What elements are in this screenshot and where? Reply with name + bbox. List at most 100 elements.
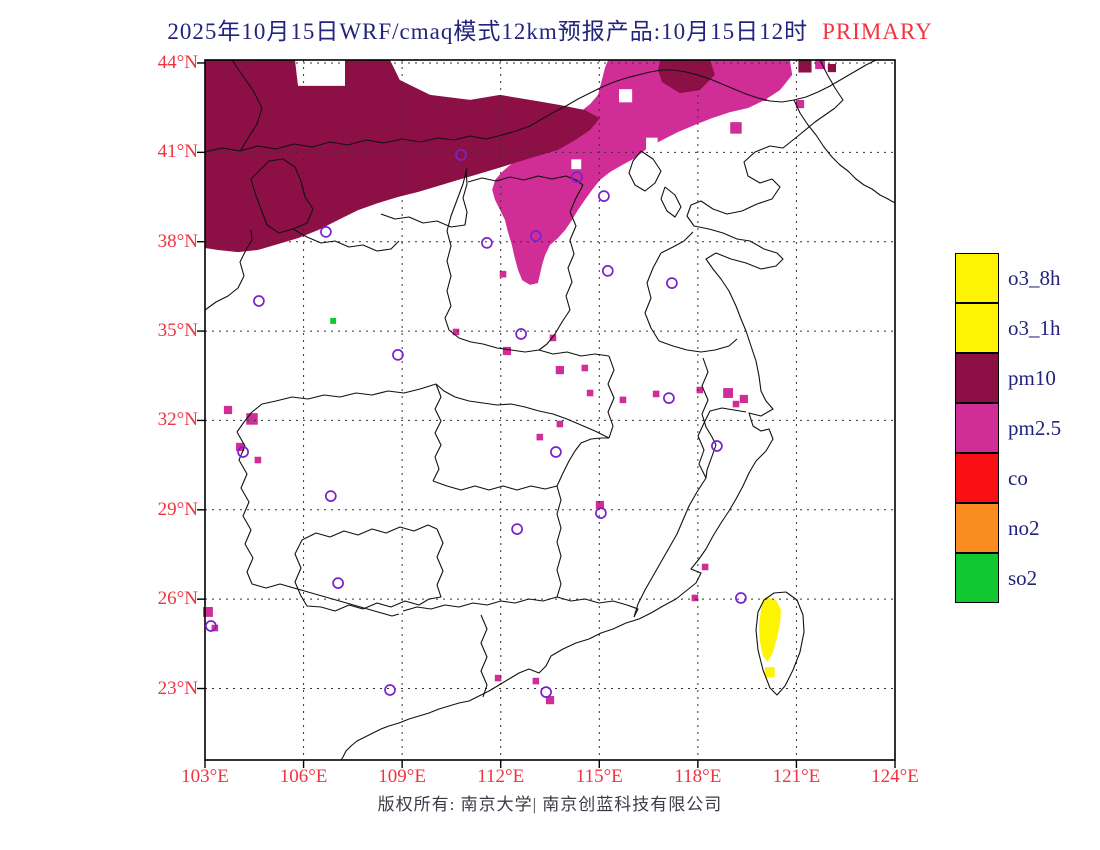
map-frame (204, 59, 896, 761)
station-marker (711, 440, 723, 452)
province-boundary (556, 596, 639, 618)
station-marker (324, 490, 337, 502)
province-boundary (607, 355, 615, 439)
pollution-patch (757, 91, 767, 101)
province-boundary (294, 539, 430, 612)
legend-item-so2: so2 (955, 552, 1061, 603)
title-main: 2025年10月15日WRF/cmaq模式12km预报产品:10月15日12时 (167, 19, 809, 44)
station-marker (392, 349, 404, 361)
province-boundary (660, 231, 694, 254)
legend-swatch-so2 (955, 552, 999, 603)
pollution-patch (536, 433, 544, 441)
province-boundary (402, 596, 558, 612)
province-boundary (633, 477, 707, 618)
province-boundary (380, 169, 468, 228)
page-title: 2025年10月15日WRF/cmaq模式12km预报产品:10月15日12时 P… (0, 12, 1100, 46)
station-marker (598, 190, 610, 202)
station-marker (666, 277, 678, 289)
province-boundary (658, 338, 738, 353)
lat-tick-label: 38°N (157, 230, 198, 252)
pollution-patch (545, 696, 555, 705)
station-marker (384, 684, 396, 696)
pollution-patch (502, 346, 512, 356)
pollution-patch (532, 677, 540, 685)
station-marker (540, 686, 552, 698)
lat-tick-label: 41°N (157, 141, 198, 163)
pm10-region (205, 60, 600, 253)
legend-item-no2: no2 (955, 502, 1061, 553)
province-boundary (660, 186, 682, 218)
station-marker (332, 577, 344, 589)
station-marker (595, 507, 607, 519)
province-boundary (231, 59, 263, 151)
pollution-patch (723, 388, 734, 398)
legend-swatch-o3_1h (955, 302, 999, 353)
station-marker (663, 392, 675, 404)
legend-swatch-o3_8h (955, 252, 999, 303)
pollution-patch (619, 89, 633, 103)
copyright-footer: 版权所有: 南京大学| 南京创蓝科技有限公司 (377, 795, 723, 814)
legend-label-no2: no2 (1008, 515, 1040, 540)
pollution-patch (586, 389, 594, 397)
province-boundary (236, 383, 437, 433)
lon-tick-label: 109°E (378, 766, 426, 787)
province-boundary (701, 357, 717, 446)
province-boundary (697, 407, 747, 479)
station-marker (253, 295, 265, 307)
pm2.5-region (492, 60, 793, 285)
province-boundary (793, 99, 896, 204)
legend-label-co: co (1008, 465, 1028, 490)
station-marker (515, 328, 527, 340)
pollution-patch (499, 270, 507, 278)
station-marker (481, 237, 493, 249)
pollutant-legend: o3_8h o3_1h pm10 pm2.5 co no2 so2 (955, 252, 1061, 603)
legend-swatch-pm2.5 (955, 402, 999, 453)
province-boundary (480, 614, 488, 698)
legend-label-so2: so2 (1008, 565, 1038, 590)
pollution-patch (246, 413, 258, 425)
pollution-patch (494, 674, 502, 682)
province-boundary (204, 59, 877, 153)
lon-tick-label: 106°E (279, 766, 328, 787)
legend-swatch-co (955, 452, 999, 503)
legend-item-o3_1h: o3_1h (955, 302, 1061, 353)
pollution-patch (330, 317, 337, 324)
province-boundary (538, 184, 584, 351)
pollution-patch (652, 390, 660, 398)
station-marker (237, 446, 249, 458)
province-boundary (467, 175, 584, 186)
province-boundary (340, 107, 836, 761)
lon-tick-label: 115°E (575, 766, 623, 787)
pollution-patch (696, 386, 704, 394)
station-marker (455, 149, 467, 161)
province-boundary (444, 167, 610, 357)
station-marker (735, 592, 747, 604)
province-boundary (556, 485, 562, 598)
lat-tick-label: 32°N (157, 409, 198, 431)
pollution-patch (236, 442, 245, 452)
province-boundary (204, 229, 253, 311)
pollution-patch (595, 500, 605, 510)
legend-item-pm2.5: pm2.5 (955, 402, 1061, 453)
legend-swatch-pm10 (955, 352, 999, 403)
pollution-patch (452, 328, 460, 336)
station-marker (530, 230, 542, 242)
pollution-patch (555, 365, 564, 375)
legend-item-pm10: pm10 (955, 352, 1061, 403)
station-marker (511, 523, 523, 535)
province-boundary (819, 59, 844, 109)
pollution-patch (691, 594, 699, 602)
province-boundary (556, 437, 609, 487)
pollution-patch (739, 394, 748, 404)
province-boundary (755, 591, 805, 696)
province-boundary (428, 528, 444, 600)
station-marker (205, 620, 217, 632)
pollution-patch (556, 420, 564, 428)
pollution-patch (203, 607, 213, 617)
pollution-patch (827, 63, 837, 73)
province-boundary (432, 383, 442, 482)
pollution-patch (619, 396, 627, 404)
station-marker (320, 226, 332, 238)
